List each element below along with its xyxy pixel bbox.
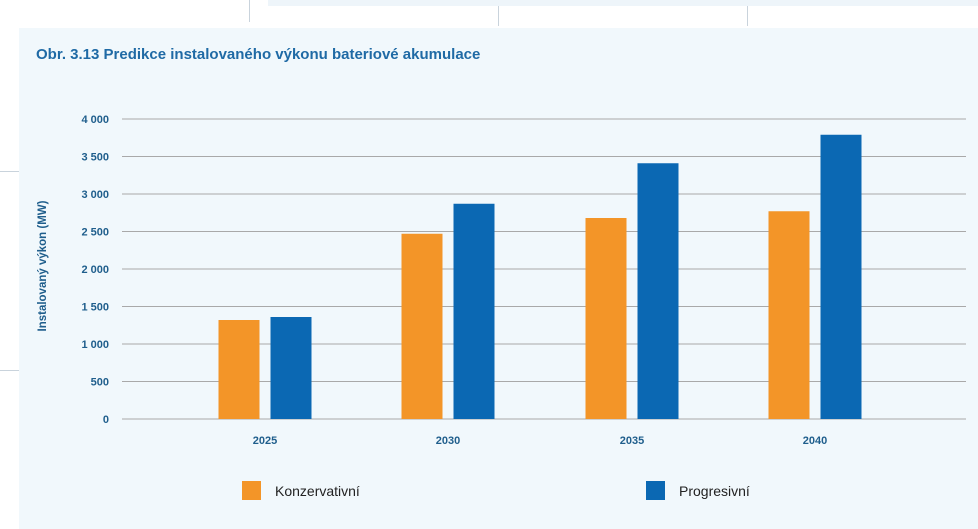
bar-konzervativni-2030 <box>401 233 443 419</box>
chart-title: Obr. 3.13 Predikce instalovaného výkonu … <box>36 46 481 63</box>
y-tick-label: 2 500 <box>81 227 109 239</box>
bar-progresivni-2035 <box>637 163 679 419</box>
y-tick-label: 500 <box>91 377 109 389</box>
bar-progresivni-2030 <box>453 203 495 419</box>
legend-label: Konzervativní <box>275 482 360 499</box>
legend-label: Progresivní <box>679 482 750 499</box>
x-tick-label: 2035 <box>620 435 644 447</box>
y-tick-label: 1 000 <box>81 339 109 351</box>
page-divider <box>747 6 748 26</box>
bar-konzervativni-2040 <box>768 211 810 419</box>
bar-progresivni-2025 <box>270 317 312 419</box>
page-divider <box>498 6 499 26</box>
legend-swatch-progresivni <box>646 481 665 500</box>
figure-panel <box>19 28 978 529</box>
y-axis-label: Instalovaný výkon (MW) <box>37 200 49 331</box>
legend-item-konzervativni: Konzervativní <box>242 481 360 500</box>
page-top-strip <box>268 0 978 6</box>
page-divider <box>249 0 250 22</box>
x-tick-label: 2030 <box>436 435 460 447</box>
y-tick-label: 4 000 <box>81 114 109 126</box>
y-tick-label: 1 500 <box>81 302 109 314</box>
bar-konzervativni-2025 <box>218 320 260 419</box>
y-tick-label: 3 500 <box>81 152 109 164</box>
y-tick-label: 2 000 <box>81 264 109 276</box>
y-axis-ticks: 0 500 1 000 1 500 2 000 2 500 3 000 3 500 4 000 <box>81 114 109 426</box>
page-divider <box>0 370 19 371</box>
legend-item-progresivni: Progresivní <box>646 481 750 500</box>
legend-swatch-konzervativni <box>242 481 261 500</box>
y-tick-label: 0 <box>103 414 109 426</box>
bars <box>218 134 862 419</box>
page-divider <box>0 171 19 172</box>
x-axis-ticks: 2025 2030 2035 2040 <box>253 435 827 447</box>
bar-progresivni-2040 <box>820 134 862 419</box>
y-tick-label: 3 000 <box>81 189 109 201</box>
x-tick-label: 2040 <box>803 435 827 447</box>
bar-konzervativni-2035 <box>585 218 627 419</box>
x-tick-label: 2025 <box>253 435 277 447</box>
